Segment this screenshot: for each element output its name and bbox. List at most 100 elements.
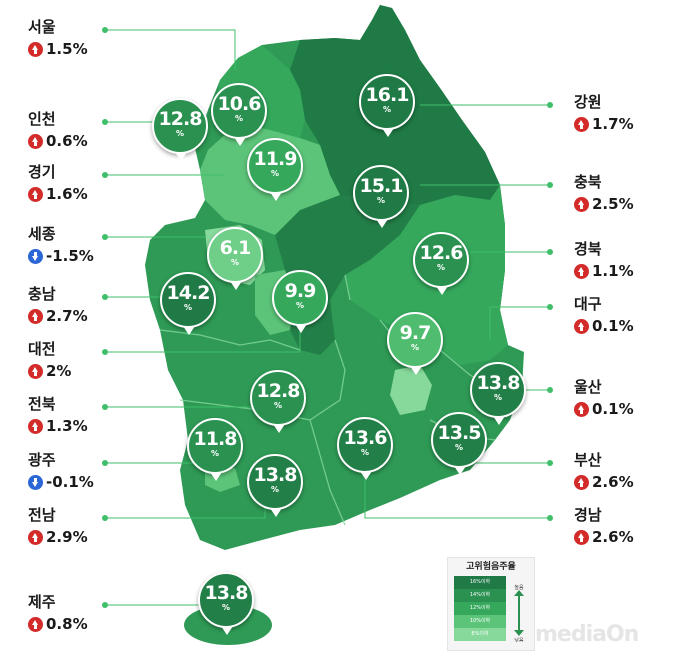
leader-lines — [105, 29, 550, 606]
label-gwangju: 광주 -0.1% — [28, 451, 94, 492]
change-value: -0.1% — [46, 473, 94, 491]
pin-unit: % — [175, 129, 184, 138]
pin-chungnam: 14.2% — [160, 272, 216, 335]
pin-jeonbuk: 12.8% — [250, 370, 306, 433]
pin-unit: % — [376, 196, 385, 205]
up-arrow-icon — [28, 41, 43, 57]
up-arrow-icon — [574, 529, 589, 545]
label-gyeonggi: 경기 1.6% — [28, 163, 88, 204]
pin-gwangju: 11.8% — [187, 418, 243, 481]
pin-unit: % — [270, 169, 279, 178]
change-value: 2.6% — [592, 473, 634, 491]
pin-gyeongbuk: 12.6% — [413, 232, 469, 295]
region-name: 경기 — [28, 163, 56, 181]
pin-value: 15.1 — [359, 175, 404, 197]
change-value: 0.1% — [592, 400, 634, 418]
legend-row: 16%이하 — [454, 576, 506, 589]
label-gyeongbuk: 경북 1.1% — [574, 240, 634, 281]
region-name: 경남 — [574, 506, 602, 524]
legend-row: 12%이하 — [454, 602, 506, 615]
leader-dots — [102, 27, 553, 608]
label-gyeongnam: 경남 2.6% — [574, 506, 634, 547]
up-arrow-icon — [28, 418, 43, 434]
label-daegu: 대구 0.1% — [574, 295, 634, 336]
pin-unit: % — [360, 448, 369, 457]
up-arrow-icon — [574, 196, 589, 212]
pin-unit: % — [273, 401, 282, 410]
label-ulsan: 울산 0.1% — [574, 378, 634, 419]
label-sejong: 세종 -1.5% — [28, 225, 94, 266]
pin-value: 12.8 — [158, 108, 203, 130]
legend-high-label: 높음 — [514, 584, 524, 591]
label-seoul: 서울 1.5% — [28, 18, 88, 59]
legend-row: 14%이하 — [454, 589, 506, 602]
region-name: 대구 — [574, 295, 602, 313]
label-busan: 부산 2.6% — [574, 451, 634, 492]
pin-gyeonggi: 11.9% — [247, 138, 303, 201]
legend-arrow-icon: 높음 낮음 — [514, 584, 524, 642]
up-arrow-icon — [574, 116, 589, 132]
pin-unit: % — [230, 258, 239, 267]
daegu-region — [390, 365, 432, 415]
region-name: 광주 — [28, 451, 56, 469]
region-name: 인천 — [28, 110, 56, 128]
pin-jeonnam: 13.8% — [247, 454, 303, 517]
region-name: 충남 — [28, 285, 56, 303]
up-arrow-icon — [28, 186, 43, 202]
pin-unit: % — [382, 105, 391, 114]
down-arrow-icon — [28, 248, 43, 264]
pin-unit: % — [410, 343, 419, 352]
change-value: 2.7% — [46, 307, 88, 325]
pin-value: 12.6 — [419, 242, 464, 264]
region-name: 강원 — [574, 93, 602, 111]
region-name: 경북 — [574, 240, 602, 258]
pin-value: 12.8 — [256, 380, 301, 402]
pin-value: 13.8 — [253, 464, 298, 486]
change-value: 2.6% — [592, 528, 634, 546]
pin-unit: % — [436, 263, 445, 272]
pin-unit: % — [234, 114, 243, 123]
pin-busan: 13.5% — [431, 412, 487, 475]
change-value: 1.5% — [46, 40, 88, 58]
label-incheon: 인천 0.6% — [28, 110, 88, 151]
pin-value: 10.6 — [217, 93, 262, 115]
pin-daegu: 9.7% — [387, 312, 443, 375]
pin-gangwon: 16.1% — [359, 74, 415, 137]
pin-value: 13.5 — [437, 422, 482, 444]
pin-value: 13.8 — [204, 582, 249, 604]
pin-unit: % — [221, 603, 230, 612]
pin-value: 9.9 — [284, 280, 317, 302]
down-arrow-icon — [28, 474, 43, 490]
change-value: 2.5% — [592, 195, 634, 213]
change-value: -1.5% — [46, 247, 94, 265]
change-value: 1.6% — [46, 185, 88, 203]
pin-unit: % — [183, 303, 192, 312]
pin-sejong: 6.1% — [207, 227, 263, 290]
legend-box: 고위험음주율 16%이하 14%이하 12%이하 10%이하 8%이하 높음 낮… — [447, 557, 535, 651]
pin-unit: % — [295, 301, 304, 310]
pin-unit: % — [210, 449, 219, 458]
up-arrow-icon — [28, 529, 43, 545]
pin-value: 13.6 — [343, 427, 388, 449]
up-arrow-icon — [28, 616, 43, 632]
legend-row: 8%이하 — [454, 628, 506, 641]
region-name: 전북 — [28, 395, 56, 413]
label-jeonbuk: 전북 1.3% — [28, 395, 88, 436]
label-gangwon: 강원 1.7% — [574, 93, 634, 134]
legend-row: 10%이하 — [454, 615, 506, 628]
region-name: 제주 — [28, 593, 56, 611]
region-name: 전남 — [28, 506, 56, 524]
region-name: 세종 — [28, 225, 56, 243]
label-chungnam: 충남 2.7% — [28, 285, 88, 326]
region-name: 충북 — [574, 173, 602, 191]
change-value: 0.6% — [46, 132, 88, 150]
region-name: 울산 — [574, 378, 602, 396]
pin-seoul: 10.6% — [211, 83, 267, 146]
region-name: 대전 — [28, 340, 56, 358]
pin-incheon: 12.8% — [152, 98, 208, 161]
pin-value: 13.8 — [476, 372, 521, 394]
legend-title: 고위험음주율 — [466, 562, 516, 572]
change-value: 0.8% — [46, 615, 88, 633]
pin-unit: % — [493, 393, 502, 402]
pin-value: 11.8 — [193, 428, 238, 450]
